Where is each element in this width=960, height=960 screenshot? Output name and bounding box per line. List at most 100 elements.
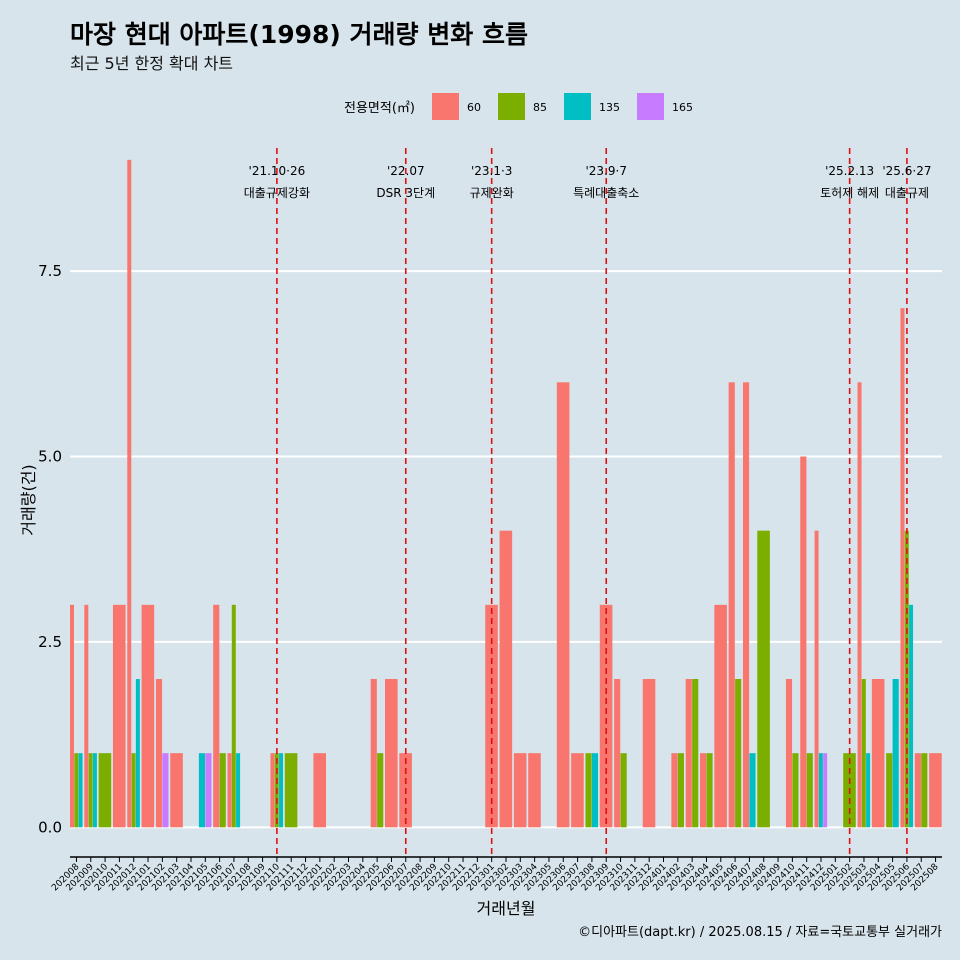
event-date: '25.2.13	[825, 164, 874, 178]
bar-135	[236, 753, 241, 828]
bar-85	[757, 530, 770, 828]
bar-85	[284, 753, 298, 828]
chart-subtitle: 최근 5년 한정 확대 차트	[70, 54, 233, 73]
legend-title: 전용면적(㎡)	[344, 101, 415, 116]
bar-60	[155, 679, 163, 828]
bar-165	[823, 753, 828, 828]
y-tick-label: 0.0	[38, 818, 62, 836]
chart-title: 마장 현대 아파트(1998) 거래량 변화 흐름	[70, 20, 528, 49]
bar-60	[728, 382, 735, 828]
bar-85	[677, 753, 684, 828]
bar-60	[742, 382, 750, 828]
bar-135	[866, 753, 871, 828]
legend-swatch-85	[498, 93, 525, 120]
y-tick-label: 2.5	[38, 633, 62, 651]
bar-60	[571, 753, 584, 828]
bar-135	[818, 753, 823, 828]
y-tick-label: 5.0	[38, 448, 62, 466]
event-label: 대출규제	[885, 186, 929, 200]
legend-swatch-165	[637, 93, 664, 120]
bar-135	[892, 679, 899, 828]
bar-135	[749, 753, 756, 828]
bar-60	[556, 382, 570, 828]
bar-60	[814, 530, 819, 828]
bar-85	[377, 753, 384, 828]
bar-85	[231, 604, 236, 828]
bar-60	[313, 753, 327, 828]
bar-60	[370, 679, 377, 828]
bar-60	[513, 753, 527, 828]
bar-165	[162, 753, 169, 828]
bar-60	[141, 604, 155, 828]
bar-85	[806, 753, 813, 828]
bar-85	[861, 679, 866, 828]
bar-60	[84, 604, 89, 828]
event-date: '23.9·7	[585, 164, 626, 178]
legend-label-60: 60	[467, 101, 481, 114]
bar-60	[485, 604, 498, 828]
legend-swatch-135	[564, 93, 591, 120]
bar-60	[614, 679, 621, 828]
bar-85	[886, 753, 893, 828]
axes: 2020082020092020102020112020122021012021…	[50, 856, 942, 893]
bar-60	[800, 456, 807, 828]
event-date: '25.6·27	[882, 164, 931, 178]
bar-135	[198, 753, 206, 828]
bar-85	[98, 753, 112, 828]
bar-85	[74, 753, 79, 828]
bar-60	[900, 308, 905, 828]
bar-60	[700, 753, 707, 828]
bar-60	[170, 753, 183, 828]
bar-85	[921, 753, 928, 828]
bar-60	[127, 159, 132, 828]
bar-60	[227, 753, 232, 828]
bar-60	[528, 753, 541, 828]
bar-60	[70, 604, 74, 828]
bar-135	[279, 753, 284, 828]
legend-label-85: 85	[533, 101, 547, 114]
event-label: 토허제 해제	[820, 186, 879, 200]
bar-85	[131, 753, 136, 828]
caption: ©디아파트(dapt.kr) / 2025.08.15 / 자료=국토교통부 실…	[578, 925, 942, 940]
bar-85	[88, 753, 93, 828]
event-label: 특례대출축소	[573, 186, 639, 200]
event-markers: '21.10·26 대출규제강화 '22.07 DSR 3단계 '23.1·3 규제완화 '…	[244, 148, 931, 857]
y-tick-label: 7.5	[38, 262, 62, 280]
bar-60	[785, 679, 793, 828]
bar-60	[914, 753, 921, 828]
legend-swatch-60	[432, 93, 459, 120]
bar-85	[585, 753, 592, 828]
event-label: 규제완화	[470, 186, 514, 200]
bar-85	[692, 679, 699, 828]
bar-60	[857, 382, 862, 828]
bar-60	[499, 530, 513, 828]
bar-135	[92, 753, 97, 828]
bar-60	[929, 753, 942, 828]
bar-85	[735, 679, 742, 828]
legend-label-165: 165	[672, 101, 693, 114]
bar-60	[213, 604, 220, 828]
legend-label-135: 135	[599, 101, 620, 114]
event-date: '22.07	[387, 164, 425, 178]
event-date: '23.1·3	[471, 164, 512, 178]
bar-135	[135, 679, 140, 828]
bar-60	[270, 753, 275, 828]
bar-135	[78, 753, 83, 828]
bar-60	[685, 679, 692, 828]
bar-60	[599, 604, 613, 828]
bar-60	[671, 753, 678, 828]
y-axis-title: 거래량(건)	[19, 464, 38, 535]
bar-60	[385, 679, 398, 828]
event-date: '21.10·26	[249, 164, 306, 178]
bar-60	[642, 679, 656, 828]
bar-85	[620, 753, 627, 828]
bar-85	[792, 753, 799, 828]
bar-135	[591, 753, 599, 828]
x-axis-title: 거래년월	[477, 899, 536, 918]
bar-60	[871, 679, 885, 828]
bar-165	[205, 753, 212, 828]
bar-60	[112, 604, 126, 828]
event-label: 대출규제강화	[244, 186, 310, 200]
bar-85	[219, 753, 226, 828]
